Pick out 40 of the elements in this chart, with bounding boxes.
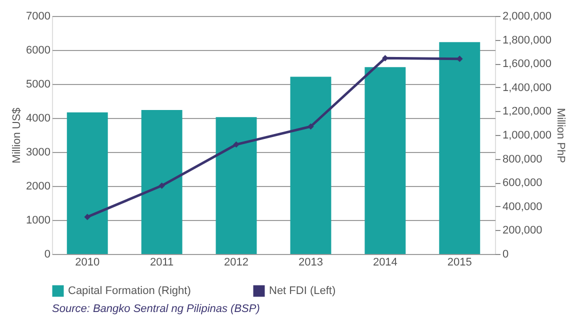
bar xyxy=(66,112,108,254)
source-note: Source: Bangko Sentral ng Pilipinas (BSP) xyxy=(52,303,260,315)
y2-tick-label: 1,400,000 xyxy=(502,82,552,94)
y2-tick-label: 400,000 xyxy=(502,200,542,213)
y2-tick-label: 1,800,000 xyxy=(502,34,552,46)
y-tick-label: 3000 xyxy=(26,146,50,158)
x-tick-label: 2010 xyxy=(75,256,100,268)
x-tick-label: 2013 xyxy=(298,256,323,268)
y-tick-label: 0 xyxy=(44,248,50,260)
bar xyxy=(364,67,406,254)
bar xyxy=(290,76,332,254)
y2-tick-label: 600,000 xyxy=(502,177,542,190)
y2-tick-label: 0 xyxy=(502,248,509,260)
y2-tick-label: 2,000,000 xyxy=(502,10,552,22)
point xyxy=(84,214,91,220)
legend-label: Net FDI (Left) xyxy=(269,285,336,297)
y-tick-label: 4000 xyxy=(26,112,50,124)
y2-tick-label: 1,600,000 xyxy=(502,58,552,70)
y2-tick-label: 800,000 xyxy=(502,153,542,166)
y-tick-label: 7000 xyxy=(26,10,50,22)
y-tick-label: 2000 xyxy=(26,180,50,192)
bar xyxy=(439,42,480,254)
bar xyxy=(141,110,182,254)
y-axis-title: Million US$ xyxy=(11,108,24,164)
legend-label: Capital Formation (Right) xyxy=(68,285,191,297)
x-tick-label: 2011 xyxy=(150,256,174,268)
y-tick-label: 5000 xyxy=(26,78,50,90)
x-tick-label: 2014 xyxy=(372,256,398,268)
y2-tick-label: 1,000,000 xyxy=(502,130,552,142)
point xyxy=(233,141,240,148)
y2-axis-title: Million PhP xyxy=(554,108,566,164)
point xyxy=(308,123,314,130)
x-tick-label: 2015 xyxy=(447,256,472,268)
bar xyxy=(216,117,257,254)
x-tick-label: 2012 xyxy=(224,256,249,268)
y-tick-label: 1000 xyxy=(26,214,50,226)
y2-tick-label: 1,200,000 xyxy=(502,106,552,118)
y-tick-label: 6000 xyxy=(26,44,50,56)
point xyxy=(158,182,165,189)
y2-tick-label: 200,000 xyxy=(502,224,542,237)
